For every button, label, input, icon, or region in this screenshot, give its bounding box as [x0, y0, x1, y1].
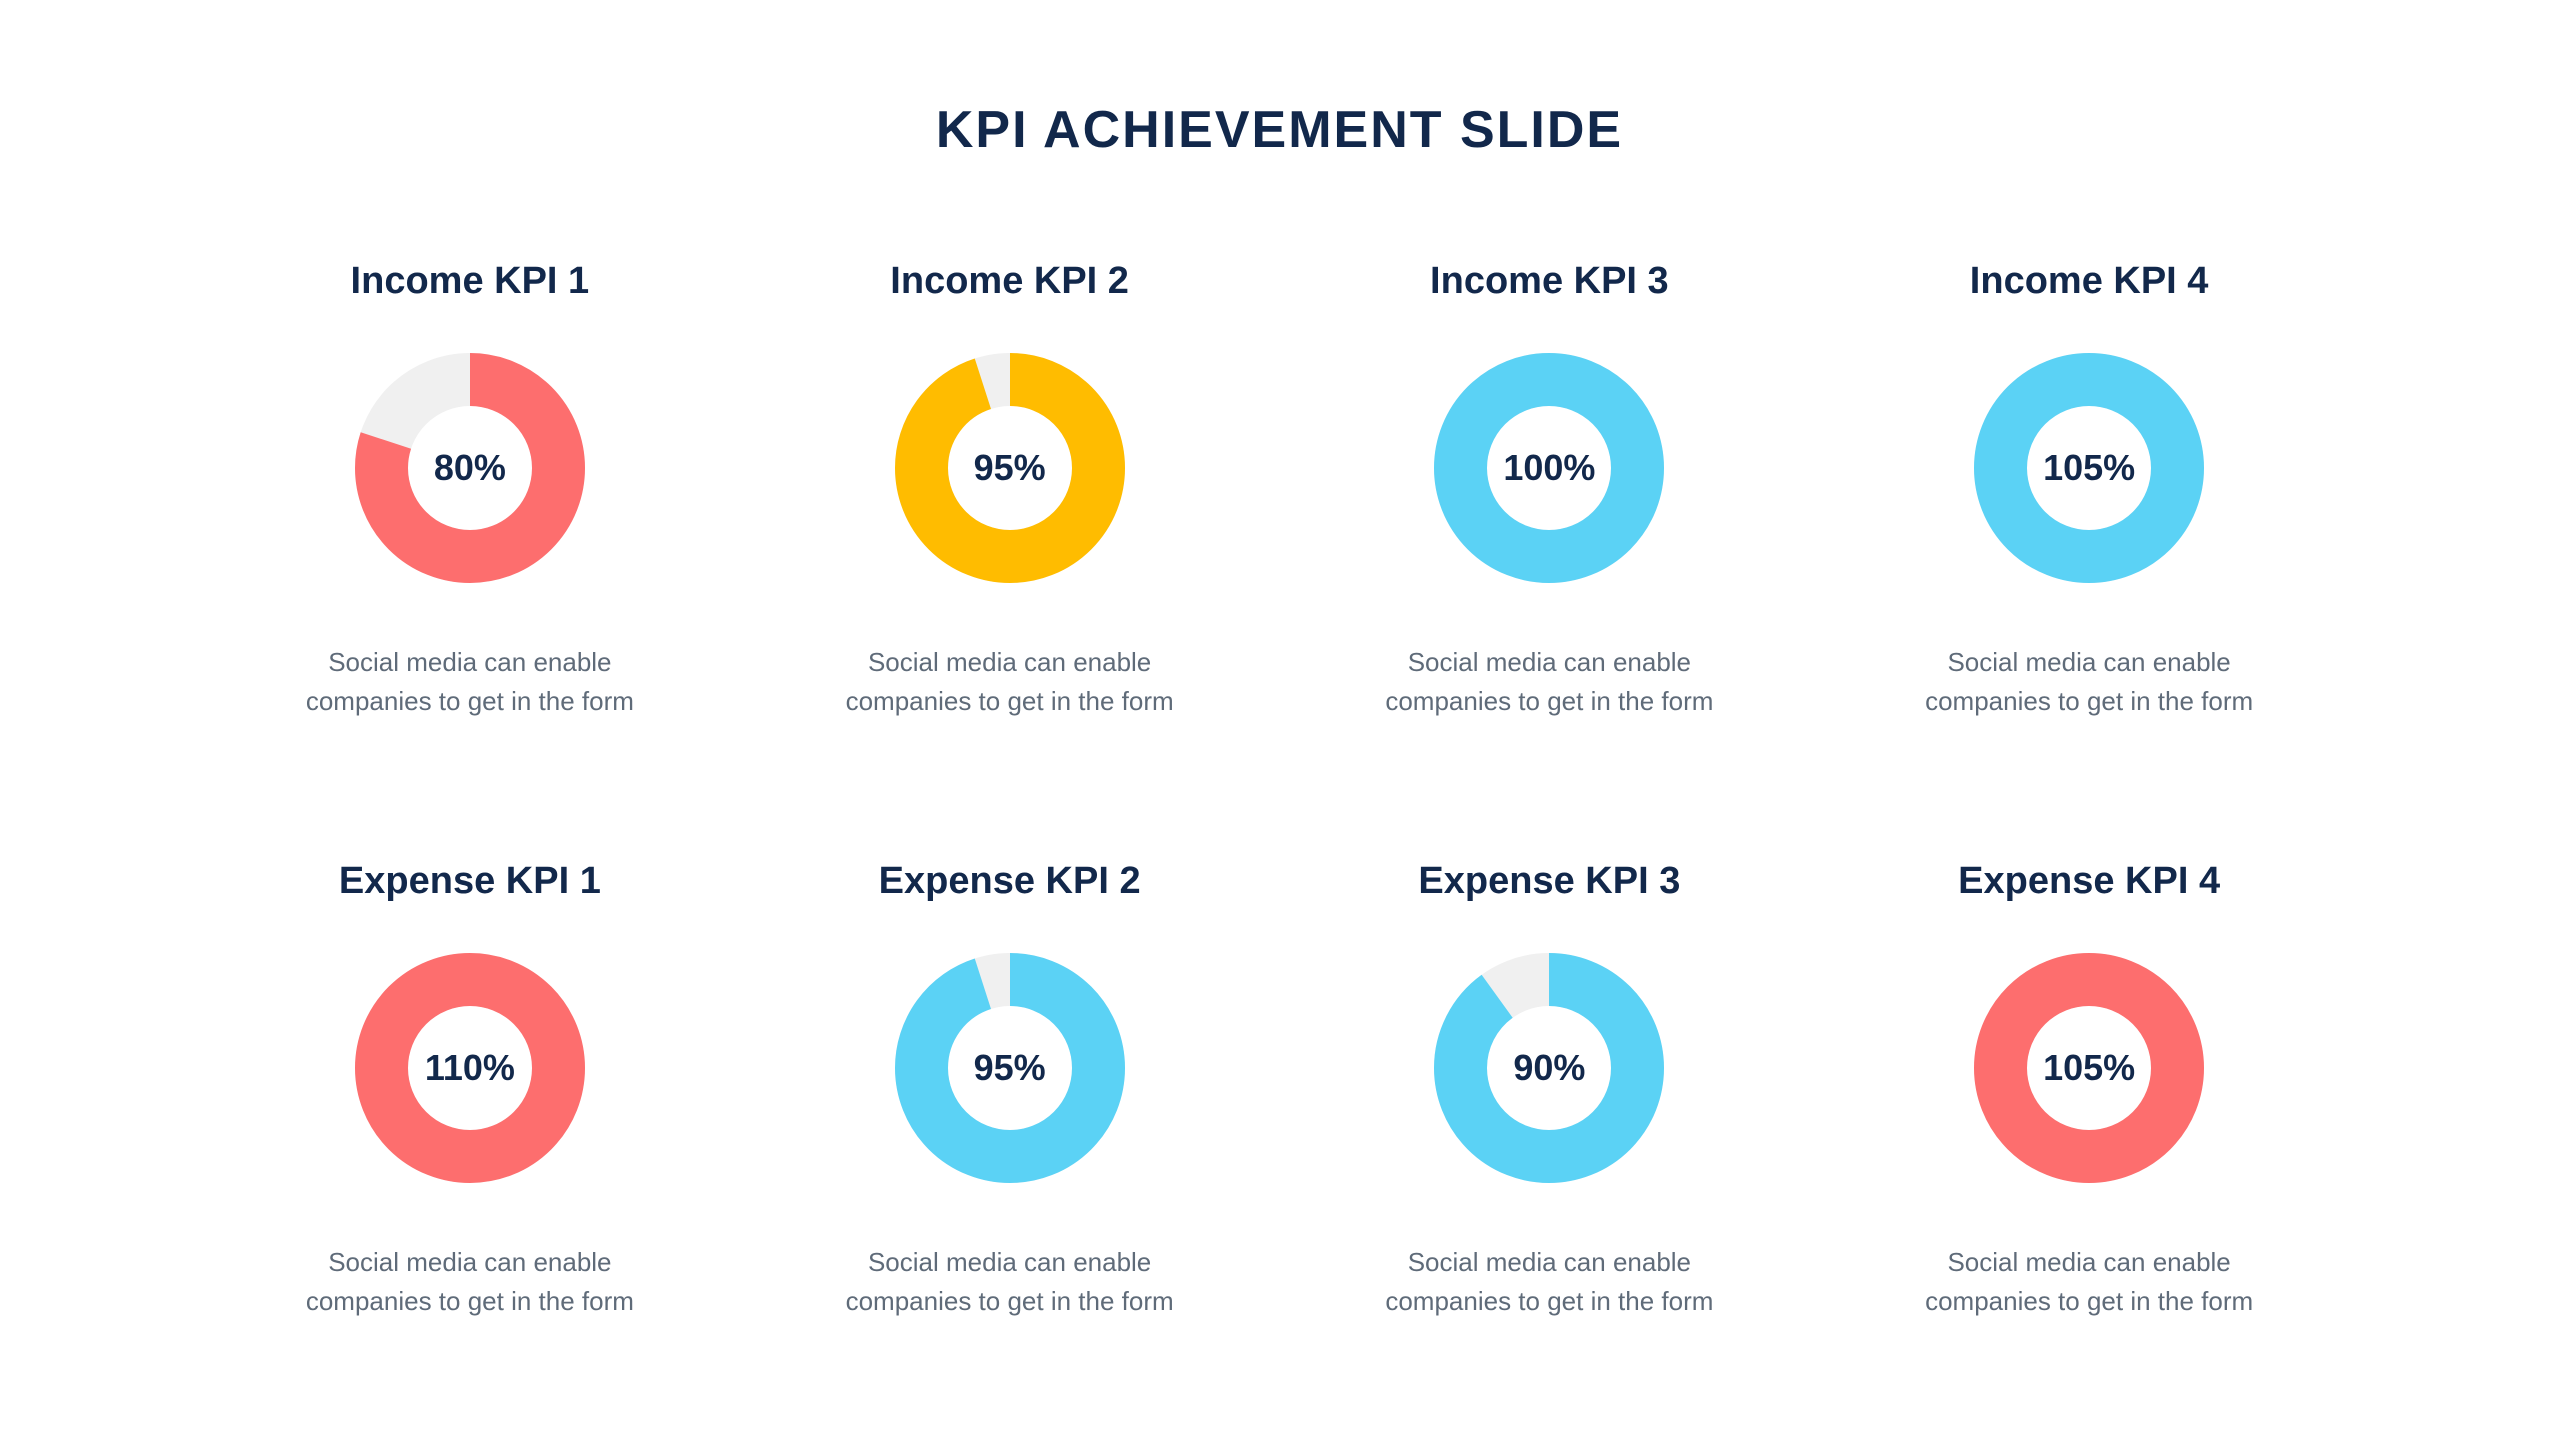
donut-chart: 105% — [1954, 933, 2224, 1203]
kpi-card-expense-4: Expense KPI 4 105% Social media can enab… — [1839, 860, 2339, 1380]
kpi-card-income-3: Income KPI 3 100% Social media can enabl… — [1300, 260, 1800, 780]
kpi-title: Income KPI 3 — [1430, 260, 1669, 303]
kpi-description: Social media can enable companies to get… — [820, 1243, 1200, 1321]
kpi-title: Income KPI 4 — [1970, 260, 2209, 303]
donut-percentage-label: 95% — [974, 447, 1046, 489]
kpi-description: Social media can enable companies to get… — [1359, 643, 1739, 721]
kpi-description: Social media can enable companies to get… — [280, 1243, 660, 1321]
kpi-description: Social media can enable companies to get… — [280, 643, 660, 721]
kpi-description: Social media can enable companies to get… — [1359, 1243, 1739, 1321]
donut-chart: 110% — [335, 933, 605, 1203]
donut-percentage-label: 100% — [1503, 447, 1595, 489]
donut-percentage-label: 95% — [974, 1047, 1046, 1089]
slide-title: KPI ACHIEVEMENT SLIDE — [120, 100, 2439, 160]
kpi-card-expense-1: Expense KPI 1 110% Social media can enab… — [220, 860, 720, 1380]
kpi-title: Income KPI 2 — [890, 260, 1129, 303]
slide-container: KPI ACHIEVEMENT SLIDE Income KPI 1 80% S… — [0, 0, 2559, 1440]
donut-chart: 100% — [1414, 333, 1684, 603]
kpi-card-expense-2: Expense KPI 2 95% Social media can enabl… — [760, 860, 1260, 1380]
donut-percentage-label: 110% — [425, 1047, 515, 1089]
kpi-grid: Income KPI 1 80% Social media can enable… — [120, 260, 2439, 1380]
kpi-card-income-1: Income KPI 1 80% Social media can enable… — [220, 260, 720, 780]
donut-percentage-label: 105% — [2043, 1047, 2135, 1089]
donut-chart: 90% — [1414, 933, 1684, 1203]
donut-percentage-label: 80% — [434, 447, 506, 489]
kpi-description: Social media can enable companies to get… — [1899, 1243, 2279, 1321]
kpi-card-income-2: Income KPI 2 95% Social media can enable… — [760, 260, 1260, 780]
kpi-title: Expense KPI 1 — [339, 860, 601, 903]
kpi-card-income-4: Income KPI 4 105% Social media can enabl… — [1839, 260, 2339, 780]
donut-percentage-label: 90% — [1513, 1047, 1585, 1089]
kpi-description: Social media can enable companies to get… — [820, 643, 1200, 721]
donut-chart: 80% — [335, 333, 605, 603]
kpi-title: Expense KPI 4 — [1958, 860, 2220, 903]
kpi-title: Income KPI 1 — [351, 260, 590, 303]
donut-percentage-label: 105% — [2043, 447, 2135, 489]
kpi-description: Social media can enable companies to get… — [1899, 643, 2279, 721]
donut-chart: 95% — [875, 933, 1145, 1203]
kpi-title: Expense KPI 2 — [879, 860, 1141, 903]
donut-chart: 105% — [1954, 333, 2224, 603]
kpi-title: Expense KPI 3 — [1418, 860, 1680, 903]
kpi-card-expense-3: Expense KPI 3 90% Social media can enabl… — [1300, 860, 1800, 1380]
donut-chart: 95% — [875, 333, 1145, 603]
